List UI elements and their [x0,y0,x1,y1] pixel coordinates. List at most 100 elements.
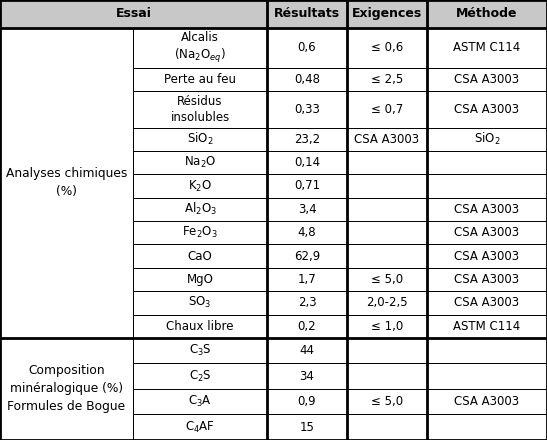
Bar [267,174,347,198]
Bar [347,68,427,92]
Text: C$_3$S: C$_3$S [189,343,211,358]
Bar [267,92,347,128]
Text: Chaux libre: Chaux libre [166,320,234,333]
Text: ≤ 0,7: ≤ 0,7 [371,103,403,116]
Bar [133,198,267,221]
Text: Composition
minéralogique (%)
Formules de Bogue: Composition minéralogique (%) Formules d… [8,364,126,414]
Bar [133,92,267,128]
Text: ≤ 5,0: ≤ 5,0 [371,395,403,408]
Text: 0,48: 0,48 [294,73,320,86]
Bar [267,291,347,315]
Text: Exigences: Exigences [352,7,422,20]
Text: Al$_2$O$_3$: Al$_2$O$_3$ [184,202,217,217]
Text: SiO$_2$: SiO$_2$ [187,131,213,147]
Bar [267,0,347,28]
Text: MgO: MgO [187,273,213,286]
Bar [347,315,427,338]
Text: Analyses chimiques
(%): Analyses chimiques (%) [6,167,127,198]
Bar [427,174,547,198]
Text: 1,7: 1,7 [298,273,316,286]
Bar [427,338,547,363]
Bar [347,245,427,268]
Text: 0,33: 0,33 [294,103,320,116]
Bar [133,221,267,245]
Bar [347,268,427,291]
Text: CSA A3003: CSA A3003 [455,395,520,408]
Text: 0,14: 0,14 [294,156,320,169]
Bar [133,414,267,440]
Text: CaO: CaO [188,249,212,263]
Text: 0,2: 0,2 [298,320,316,333]
Bar [133,363,267,389]
Text: ASTM C114: ASTM C114 [453,320,521,333]
Bar [347,338,427,363]
Bar [347,414,427,440]
Bar [347,0,427,28]
Text: 0,6: 0,6 [298,41,316,54]
Text: 2,0-2,5: 2,0-2,5 [366,297,408,309]
Bar [133,338,267,363]
Text: Résidus
insolubles: Résidus insolubles [170,95,230,124]
Bar [347,174,427,198]
Text: Alcalis
(Na$_2$O$_{eq}$): Alcalis (Na$_2$O$_{eq}$) [174,30,226,65]
Bar [347,128,427,151]
Bar [0,28,133,338]
Text: Na$_2$O: Na$_2$O [184,155,216,170]
Bar [427,128,547,151]
Bar [0,0,267,28]
Bar [267,198,347,221]
Bar [427,291,547,315]
Text: Fe$_2$O$_3$: Fe$_2$O$_3$ [182,225,218,240]
Bar [133,28,267,68]
Bar [427,363,547,389]
Text: 4,8: 4,8 [298,226,316,239]
Text: ≤ 5,0: ≤ 5,0 [371,273,403,286]
Text: 15: 15 [300,421,315,434]
Bar [267,389,347,414]
Text: 62,9: 62,9 [294,249,320,263]
Bar [427,389,547,414]
Text: C$_3$A: C$_3$A [188,394,212,409]
Bar [267,315,347,338]
Text: Méthode: Méthode [456,7,518,20]
Text: ≤ 2,5: ≤ 2,5 [371,73,403,86]
Text: SO$_3$: SO$_3$ [188,295,212,311]
Text: 2,3: 2,3 [298,297,316,309]
Bar [0,338,133,440]
Text: K$_2$O: K$_2$O [188,179,212,194]
Text: CSA A3003: CSA A3003 [455,73,520,86]
Bar [347,389,427,414]
Text: 0,71: 0,71 [294,180,320,192]
Bar [427,315,547,338]
Bar [133,268,267,291]
Bar [133,245,267,268]
Bar [267,338,347,363]
Text: ASTM C114: ASTM C114 [453,41,521,54]
Text: Résultats: Résultats [274,7,340,20]
Text: CSA A3003: CSA A3003 [455,103,520,116]
Text: 44: 44 [300,344,315,357]
Bar [347,92,427,128]
Bar [427,151,547,174]
Text: CSA A3003: CSA A3003 [354,133,420,146]
Bar [267,414,347,440]
Bar [267,268,347,291]
Bar [133,68,267,92]
Bar [267,68,347,92]
Bar [267,128,347,151]
Text: Essai: Essai [115,7,152,20]
Text: CSA A3003: CSA A3003 [455,297,520,309]
Text: 34: 34 [300,370,315,383]
Bar [347,28,427,68]
Bar [427,268,547,291]
Bar [427,245,547,268]
Bar [427,221,547,245]
Bar [347,363,427,389]
Bar [347,291,427,315]
Text: CSA A3003: CSA A3003 [455,249,520,263]
Bar [133,389,267,414]
Bar [133,128,267,151]
Text: C$_4$AF: C$_4$AF [185,420,215,435]
Text: CSA A3003: CSA A3003 [455,203,520,216]
Bar [427,198,547,221]
